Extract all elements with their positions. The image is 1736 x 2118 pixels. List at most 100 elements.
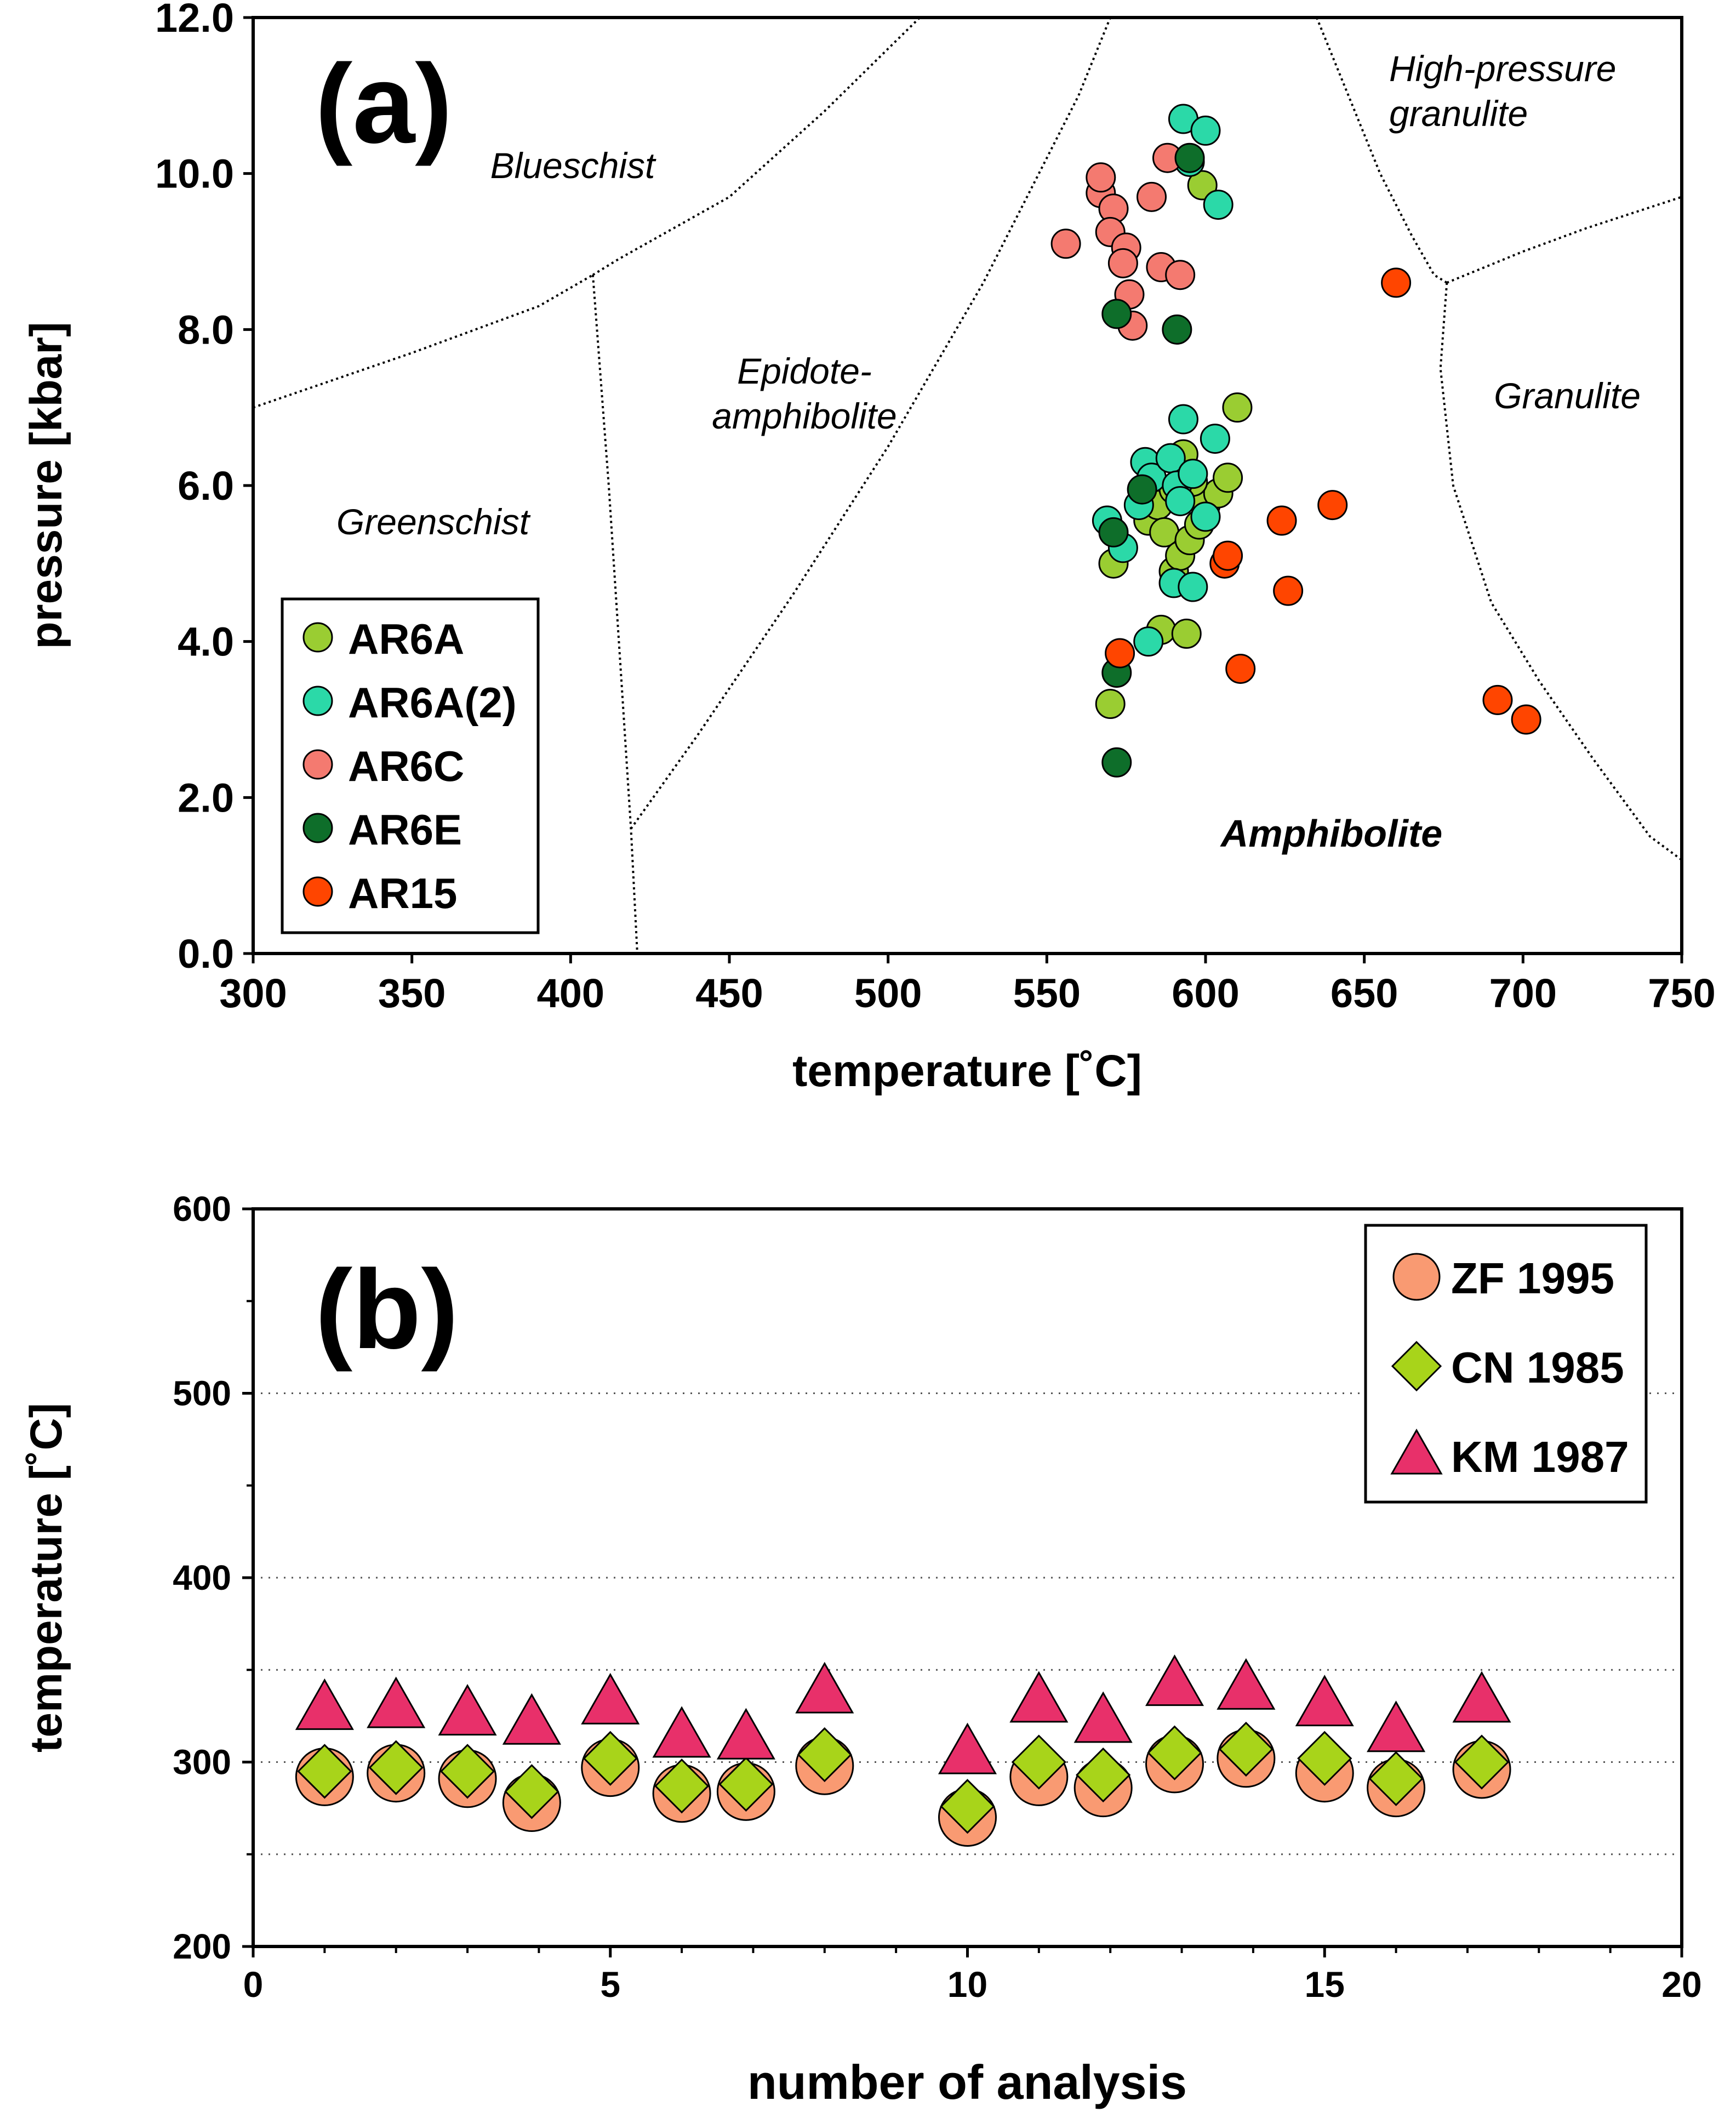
point-km-1987 [1367,1700,1426,1752]
y-tick-label: 200 [173,1927,231,1966]
x-tick-label: 20 [1661,1964,1701,2005]
legend-label-zf-1995: ZF 1995 [1451,1254,1614,1303]
point-ar6e [1101,747,1132,778]
facies-boundary-5 [1315,17,1448,284]
facies-label-blueschist: Blueschist [490,145,656,186]
series-km-1987 [295,1654,1511,1774]
facies-label-line: Blueschist [490,145,656,186]
point-km-1987 [938,1722,997,1774]
point-ar6c [1107,248,1138,278]
point-ar15 [1511,704,1541,735]
facies-label-high-pressure-granulite: High-pressure granulite [1389,48,1617,134]
y-tick-label: 2.0 [178,775,234,820]
legend-marker-zf-1995 [1392,1253,1441,1301]
facies-boundaries [253,16,1683,954]
facies-label-line: Greenschist [336,501,531,542]
point-km-1987 [295,1678,354,1730]
series-ar6e [1098,142,1205,778]
point-ar6e [1098,517,1129,547]
point-cn-1985 [1454,1734,1510,1790]
panel-label: (b) [315,1247,459,1372]
point-cn-1985 [583,1731,638,1786]
panel-label: (a) [315,41,453,167]
point-ar15 [1381,267,1412,298]
data-points [295,1654,1511,1847]
point-km-1987 [1452,1671,1511,1723]
legend-marker-ar6a-2 [302,686,333,716]
y-tick-label: 400 [173,1558,231,1597]
facies-label-greenschist: Greenschist [336,501,531,542]
point-cn-1985 [1297,1731,1352,1786]
point-cn-1985 [439,1744,495,1799]
point-ar6a-2 [1200,424,1230,454]
point-ar15 [1213,540,1243,571]
series-cn-1985 [297,1721,1510,1834]
legend-label-ar6c: AR6C [348,742,464,790]
x-tick-label: 650 [1330,970,1398,1016]
facies-boundary-3 [591,275,638,954]
point-ar6c [1086,162,1116,193]
y-tick-label: 300 [173,1743,231,1782]
legend: ZF 1995 CN 1985 KM 1987 [1364,1224,1648,1504]
y-tick-label: 6.0 [178,463,234,509]
legend-marker-km-1987 [1390,1428,1443,1475]
point-ar6a-2 [1178,572,1208,602]
facies-label-line: Epidote- [737,351,872,391]
x-tick-label: 5 [600,1964,620,2005]
x-tick-label: 350 [378,970,446,1016]
axis-ticks: 0 5 10 15 20 200 300 400 500 600 [173,1189,1701,2005]
point-ar6c [1050,229,1081,259]
point-cn-1985 [718,1756,774,1812]
facies-label-line: Granulite [1494,375,1641,416]
point-ar6a [1213,463,1243,493]
facies-boundary-6 [1446,196,1682,284]
point-cn-1985 [1011,1734,1066,1790]
facies-label-amphibolite: Amphibolite [1220,812,1442,855]
legend-marker-cn-1985 [1391,1340,1442,1392]
point-cn-1985 [368,1740,424,1795]
point-ar6e [1162,314,1192,345]
point-ar6e [1174,142,1205,173]
point-ar6a-2 [1190,501,1221,532]
panel-b-chart: 0 5 10 15 20 200 300 400 500 600 (b) number of an… [21,1189,1702,2109]
point-km-1987 [716,1708,775,1760]
y-tick-label: 500 [173,1374,231,1413]
facies-label-line: amphibolite [712,396,897,436]
x-tick-label: 550 [1013,970,1081,1016]
point-ar6a [1222,392,1253,423]
point-ar6a [1171,618,1202,649]
facies-label-granulite: Granulite [1494,375,1641,416]
x-tick-label: 750 [1648,970,1715,1016]
y-axis-title: temperature [˚C] [21,1403,71,1752]
y-tick-label: 10.0 [155,151,234,197]
point-ar6c [1165,260,1196,290]
panel-a-chart: 300 350 400 450 500 550 600 650 700 750 0.0 2.0 4.0 6… [21,0,1716,1096]
point-ar15 [1273,575,1304,606]
legend-marker-ar6e [302,813,333,843]
point-ar15 [1105,638,1135,669]
point-km-1987 [438,1683,497,1735]
y-axis-title: pressure [kbar] [21,322,71,649]
y-tick-label: 600 [173,1189,231,1229]
point-ar6c [1137,181,1167,212]
point-km-1987 [795,1662,854,1714]
legend-label-km-1987: KM 1987 [1451,1432,1629,1481]
point-km-1987 [502,1693,561,1745]
facies-label-epidote-amphibolite: Epidote-amphibolite [712,351,897,436]
facies-labels: Blueschist Greenschist Epidote-amphibolite… [336,48,1641,855]
y-tick-label: 0.0 [178,931,234,977]
point-km-1987 [1217,1658,1276,1710]
x-tick-label: 600 [1172,970,1239,1016]
point-cn-1985 [1218,1721,1274,1777]
facies-boundary-7 [1439,282,1683,861]
x-tick-label: 10 [947,1964,987,2005]
point-ar6a-2 [1165,486,1196,516]
point-ar6a-2 [1178,459,1208,489]
point-cn-1985 [1147,1725,1202,1780]
point-km-1987 [367,1676,426,1728]
legend: AR6A AR6A(2) AR6C AR6E AR15 [281,597,540,934]
series-ar6a-2 [1092,104,1234,657]
legend-label-ar6e: AR6E [348,806,462,854]
facies-label-line: granulite [1389,93,1528,134]
